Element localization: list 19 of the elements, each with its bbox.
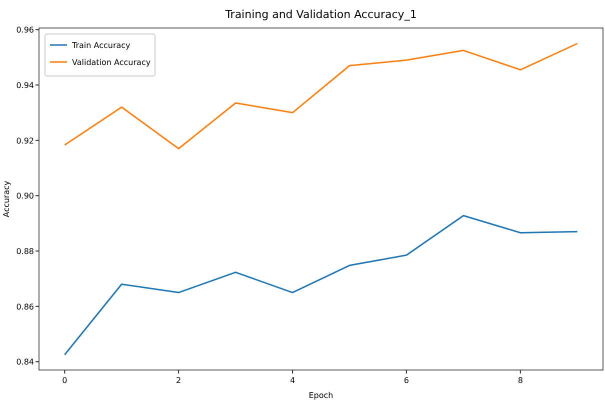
y-tick-label: 0.86 bbox=[16, 302, 34, 312]
y-tick-label: 0.90 bbox=[16, 192, 34, 201]
x-tick-label: 6 bbox=[404, 376, 409, 385]
y-tick-label: 0.94 bbox=[16, 81, 34, 90]
x-tick-label: 4 bbox=[290, 376, 296, 385]
y-tick-label: 0.84 bbox=[16, 358, 34, 367]
legend-label: Train Accuracy bbox=[71, 41, 131, 50]
legend-label: Validation Accuracy bbox=[72, 58, 151, 67]
x-axis-title: Epoch bbox=[308, 391, 334, 400]
y-tick-label: 0.96 bbox=[16, 26, 34, 35]
x-tick-label: 8 bbox=[518, 376, 523, 385]
x-tick-label: 2 bbox=[176, 376, 182, 385]
y-axis-title: Accuracy bbox=[2, 180, 11, 218]
y-tick-label: 0.92 bbox=[16, 136, 34, 146]
y-tick-label: 0.88 bbox=[16, 247, 34, 256]
chart-title: Training and Validation Accuracy_1 bbox=[224, 8, 417, 21]
line-series bbox=[64, 214, 578, 356]
line-series bbox=[64, 42, 578, 150]
x-tick-label: 0 bbox=[62, 376, 68, 385]
